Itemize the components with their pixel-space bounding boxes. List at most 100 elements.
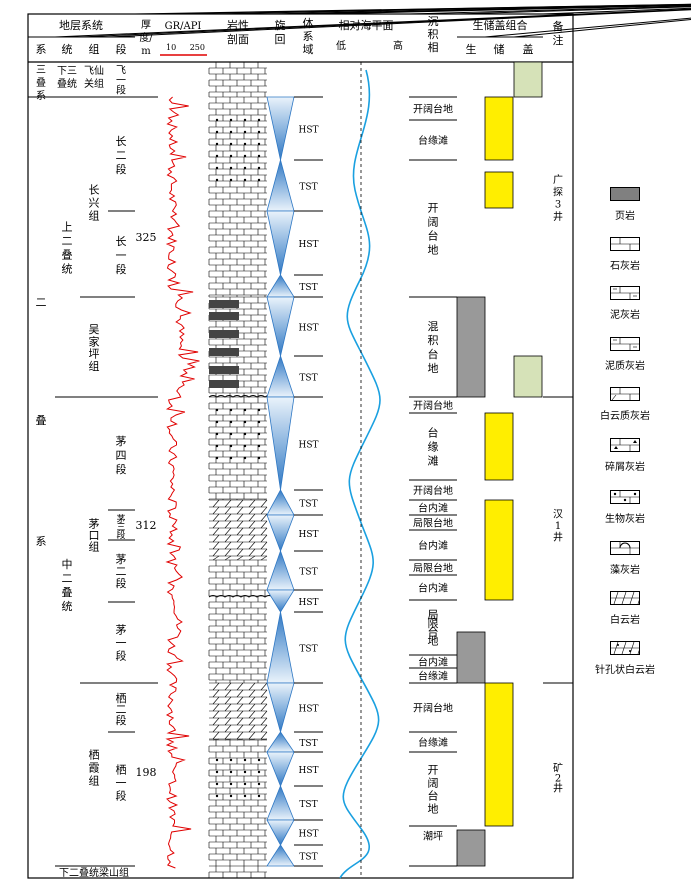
grid-line <box>456 6 691 15</box>
legend-item-marl: 泥灰岩 <box>590 285 660 321</box>
grid-line <box>79 8 691 38</box>
member-qi1: 栖一段 <box>116 763 127 803</box>
cycle-triangle <box>266 549 295 591</box>
member-chang1: 长一段 <box>116 235 127 276</box>
grid-line <box>54 8 691 38</box>
svg-text:茅: 茅 <box>116 624 127 637</box>
legend-item-algal-limestone: 藻灰岩 <box>590 540 660 576</box>
group-maokou: 茅口组 <box>89 518 100 554</box>
svg-text:一: 一 <box>116 637 127 650</box>
systems-tract-label: TST <box>299 283 317 293</box>
lithology-bioclast-mark <box>257 444 261 448</box>
source-interval <box>456 296 486 398</box>
header-gr: GR/API <box>165 21 202 32</box>
svg-text:一: 一 <box>116 249 127 262</box>
lithology-bioclast-mark <box>229 444 233 448</box>
lithology-bioclast-mark <box>257 770 261 774</box>
svg-text:段: 段 <box>116 576 127 590</box>
svg-text:台: 台 <box>428 426 439 440</box>
lithology-bioclast-mark <box>229 794 233 798</box>
gr-curve <box>165 96 200 869</box>
svg-text:叠: 叠 <box>62 249 73 262</box>
grid-line <box>322 4 691 15</box>
header-series: 统 <box>62 43 73 56</box>
svg-text:滩: 滩 <box>428 454 439 468</box>
header-facies: 相 <box>428 41 439 54</box>
header-lithology: 剖面 <box>227 32 249 46</box>
svg-text:长: 长 <box>116 235 127 248</box>
legend-label: 生物灰岩 <box>605 514 645 525</box>
svg-text:栖: 栖 <box>89 748 100 762</box>
system-triassic: 三 <box>36 65 46 76</box>
lithology-shale-band <box>209 348 239 356</box>
systems-tract-label: HST <box>298 830 318 840</box>
lithology-bioclast-mark <box>229 166 233 170</box>
lithology-bioclast-mark <box>257 782 261 786</box>
cycle-triangle <box>266 784 295 821</box>
header-remarks: 备 <box>553 19 564 33</box>
limestone-swatch-icon <box>610 237 640 251</box>
svg-text:段: 段 <box>116 162 127 176</box>
svg-text:上: 上 <box>62 221 73 234</box>
svg-text:台: 台 <box>428 625 439 639</box>
reservoir-interval <box>484 412 514 481</box>
cycle-triangle <box>266 682 295 734</box>
lithology-bioclast-mark <box>243 782 247 786</box>
svg-text:二: 二 <box>116 703 127 716</box>
clastic-limestone-swatch-icon <box>610 438 640 452</box>
svg-text:一: 一 <box>116 777 127 790</box>
svg-text:井: 井 <box>553 530 563 543</box>
reservoir-interval <box>484 171 514 209</box>
argillaceous-limestone-swatch-icon <box>610 337 640 351</box>
systems-tract-label: HST <box>298 705 318 715</box>
grid-line <box>542 7 691 15</box>
header-low: 低 <box>336 39 346 52</box>
facies-label: 台内滩 <box>418 502 448 515</box>
lithology-dolomite <box>209 682 268 741</box>
facies-label: 台内滩 <box>418 656 448 669</box>
facies-label: 台缘滩 <box>418 670 448 683</box>
source-interval <box>456 631 486 684</box>
header-tract: 体 <box>303 16 314 30</box>
svg-text:混: 混 <box>428 320 439 333</box>
header-tract: 域 <box>303 43 314 56</box>
shale-swatch-icon <box>610 187 640 201</box>
bioclastic-limestone-swatch-icon <box>610 490 640 504</box>
lithology-bioclast-mark <box>215 770 219 774</box>
svg-text:台: 台 <box>428 229 439 243</box>
svg-text:局: 局 <box>428 609 439 622</box>
system-permian: 叠 <box>36 414 47 427</box>
svg-text:二: 二 <box>116 149 127 162</box>
legend-label: 石灰岩 <box>610 261 640 272</box>
svg-text:统: 统 <box>62 263 73 276</box>
svg-text:长: 长 <box>89 184 100 197</box>
lithology-shale-band <box>209 366 239 374</box>
svg-text:家: 家 <box>89 334 100 348</box>
facies-label: 台缘滩 <box>418 736 448 749</box>
svg-text:段: 段 <box>116 462 127 476</box>
lithology-bioclast-mark <box>215 758 219 762</box>
reservoir-interval <box>484 682 514 827</box>
dolomite-swatch-icon <box>610 591 643 605</box>
svg-text:2: 2 <box>555 774 561 785</box>
systems-tract-label: TST <box>299 500 317 510</box>
svg-text:组: 组 <box>89 773 100 787</box>
lithology-bioclast-mark <box>215 432 219 436</box>
lithology-bioclast-mark <box>215 408 219 412</box>
group-qixia: 栖霞组 <box>89 748 100 788</box>
series-lower-triassic: 下三 <box>57 66 77 77</box>
lithology-bioclast-mark <box>243 794 247 798</box>
lithology-shale-band <box>209 380 239 388</box>
systems-tract-label: HST <box>298 441 318 451</box>
systems-tract-label: HST <box>298 324 318 334</box>
header-member: 段 <box>116 42 127 56</box>
system-permian: 二 <box>36 296 47 309</box>
grid-line <box>107 9 691 38</box>
system-permian: 系 <box>36 535 47 548</box>
thickness-value: 312 <box>136 519 157 532</box>
systems-tract-label: HST <box>298 598 318 608</box>
thickness-value: 325 <box>136 231 157 244</box>
lithology-bioclast-mark <box>257 758 261 762</box>
lithology-bioclast-mark <box>243 420 247 424</box>
lithology-bioclast-mark <box>229 456 233 460</box>
